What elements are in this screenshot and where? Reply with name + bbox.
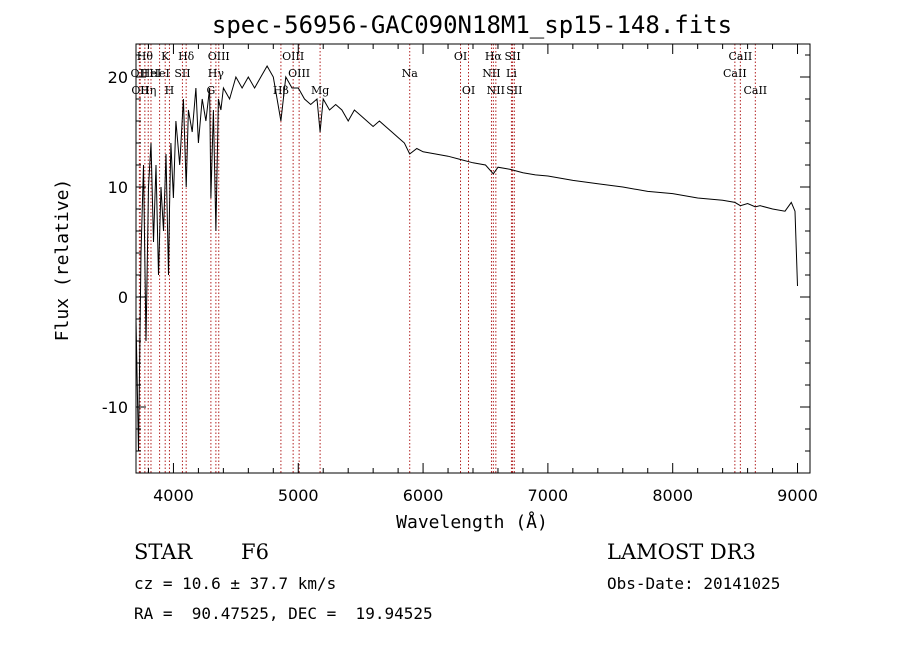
line-marker-label: Li [506, 67, 517, 80]
x-axis-ticks: 4000 5000 6000 7000 8000 9000 [147, 44, 818, 505]
line-marker-label: SII [506, 84, 522, 97]
y-tick-label: 10 [108, 178, 128, 197]
line-marker-label: Hα [485, 50, 503, 63]
line-marker-label: HeI [149, 67, 169, 80]
x-tick-label: 9000 [777, 486, 818, 505]
redshift-value: cz = 10.6 ± 37.7 km/s [134, 574, 337, 593]
line-marker-label: SII [504, 50, 520, 63]
line-marker-label: OIII [208, 50, 230, 63]
observation-date: Obs-Date: 20141025 [607, 574, 781, 593]
y-tick-label: 20 [108, 68, 128, 87]
spectral-subclass: F6 [241, 540, 269, 564]
x-tick-label: 8000 [652, 486, 693, 505]
line-marker-labels: HθHηOIIOIIHeIHeIKHSIIHδGHγOIIIHβOIIIOIII… [131, 50, 768, 97]
line-marker-label: G [206, 84, 215, 97]
x-tick-label: 7000 [528, 486, 569, 505]
y-tick-label: -10 [102, 398, 128, 417]
coordinates: RA = 90.47525, DEC = 19.94525 [134, 604, 433, 623]
line-marker-label: Hθ [137, 50, 154, 63]
y-axis-ticks: -10 0 10 20 [102, 54, 810, 452]
x-tick-label: 4000 [153, 486, 194, 505]
line-marker-label: K [161, 50, 170, 63]
line-marker-label: Hη [140, 84, 156, 97]
object-type: STAR [134, 540, 193, 564]
line-marker-label: OIII [282, 50, 304, 63]
line-marker-label: Na [402, 67, 419, 80]
survey-name: LAMOST DR3 [607, 540, 756, 564]
line-marker-label: Hγ [208, 67, 225, 80]
line-marker-label: SII [174, 67, 190, 80]
chart-title: spec-56956-GAC090N18M1_sp15-148.fits [212, 11, 732, 39]
line-marker-label: Mg [311, 84, 329, 97]
line-marker-label: CaII [729, 50, 753, 63]
line-marker-label: CaII [743, 84, 767, 97]
x-axis-label: Wavelength (Å) [396, 511, 548, 533]
line-marker-label: Hδ [178, 50, 195, 63]
line-marker-label: OII [131, 84, 149, 97]
spectrum-line [135, 64, 798, 452]
line-marker-label: CaII [723, 67, 747, 80]
x-tick-label: 5000 [278, 486, 319, 505]
y-tick-label: 0 [118, 288, 128, 307]
spectrum-plot: spec-56956-GAC090N18M1_sp15-148.fits Hθ H… [52, 11, 818, 533]
axes-frame [135, 43, 811, 474]
line-marker-label: NII [487, 84, 505, 97]
line-markers [138, 44, 756, 473]
x-tick-label: 6000 [403, 486, 444, 505]
y-axis-label: Flux (relative) [52, 179, 73, 342]
line-marker-label: NII [482, 67, 500, 80]
line-marker-label: H [165, 84, 175, 97]
line-marker-label: OIII [288, 67, 310, 80]
line-marker-label: OI [454, 50, 467, 63]
line-marker-label: OI [462, 84, 475, 97]
